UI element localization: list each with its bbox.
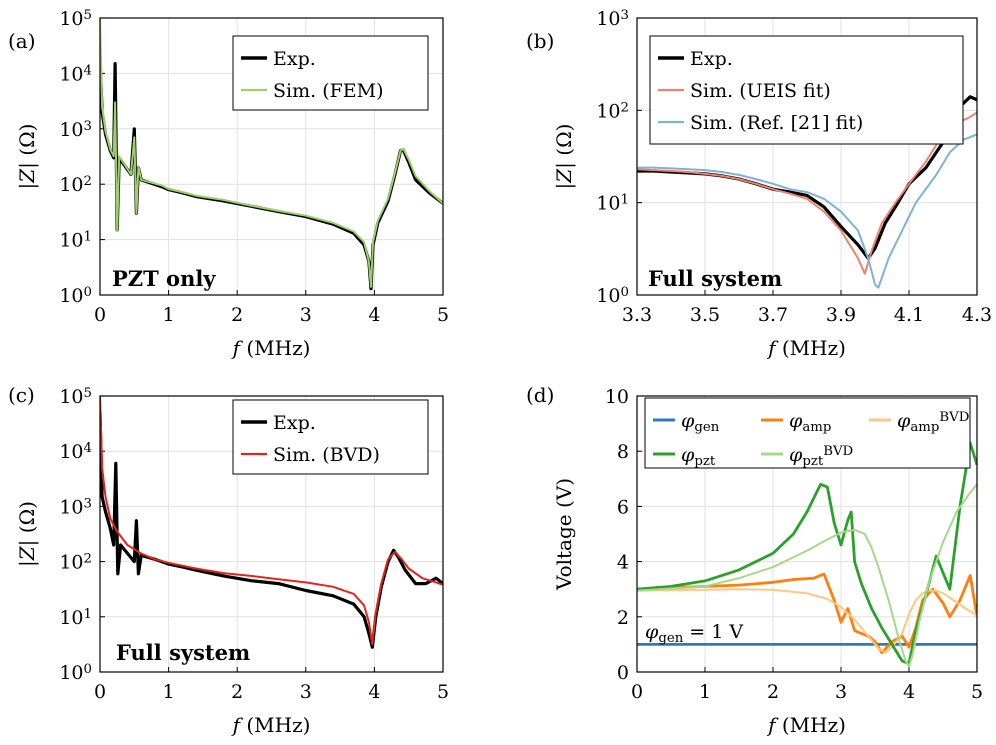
- x-axis-label: f (MHz): [231, 336, 311, 360]
- y-tick-label: 103: [596, 8, 629, 30]
- panel-label: (d): [526, 383, 554, 407]
- y-axis-label-group: |Z| (Ω): [552, 124, 577, 190]
- legend-label: Sim. (UEIS fit): [690, 80, 831, 102]
- y-axis-label-group: Voltage (V): [552, 478, 576, 591]
- x-tick-label: 2: [231, 681, 243, 703]
- x-tick-label: 3.5: [690, 304, 720, 326]
- x-tick-label: 4: [368, 304, 380, 326]
- y-tick-label: 101: [59, 230, 92, 252]
- panel-b: 3.3 3.5 3.7 3.9 4.1 4.3 100 101 102 103 f (MHz) |Z|…: [526, 8, 992, 360]
- y-tick-label: 102: [596, 100, 629, 122]
- y-axis-label-group: |Z| (Ω): [15, 501, 40, 567]
- y-axis-label-group: |Z| (Ω): [15, 124, 40, 190]
- legend: Exp. Sim. (UEIS fit) Sim. (Ref. [21] fit): [650, 36, 963, 144]
- legend: Exp. Sim. (FEM): [233, 36, 428, 110]
- y-tick-label: 101: [596, 193, 629, 215]
- legend-label: Sim. (BVD): [273, 444, 380, 466]
- y-tick-label: 100: [59, 662, 92, 684]
- x-tick-label: 4.1: [894, 304, 924, 326]
- x-tick-label: 3.7: [758, 304, 788, 326]
- y-tick-label: 4: [617, 552, 629, 574]
- annotation-text: PZT only: [112, 266, 216, 291]
- y-tick-label: 103: [59, 496, 92, 518]
- y-tick-label: 102: [59, 552, 92, 574]
- legend: φgen φamp φampBVD φpzt φpztBVD: [645, 398, 970, 469]
- y-tick-label: 0: [617, 662, 629, 684]
- x-tick-label: 4.3: [962, 304, 992, 326]
- y-tick-label: 6: [617, 496, 629, 518]
- x-tick-label: 5: [437, 681, 449, 703]
- y-axis-label: |Z| (Ω): [15, 124, 40, 190]
- y-axis-label: Voltage (V): [552, 478, 576, 591]
- y-axis-label: |Z| (Ω): [552, 124, 577, 190]
- x-tick-label: 5: [437, 304, 449, 326]
- legend-label: Exp.: [273, 48, 316, 70]
- legend-label: Sim. (FEM): [273, 80, 384, 102]
- x-tick-label: 0: [94, 304, 106, 326]
- panel-c: 0 1 2 3 4 5 100 101 102 103 104 105 f (MHz) |Z| (Ω) (c…: [8, 383, 449, 737]
- x-axis-label: f (MHz): [766, 336, 846, 360]
- y-tick-label: 10: [605, 386, 629, 408]
- y-tick-label: 2: [617, 607, 629, 629]
- y-tick-label: 8: [617, 441, 629, 463]
- x-tick-label: 0: [631, 681, 643, 703]
- annotation-text: Full system: [116, 640, 250, 665]
- y-tick-label: 103: [59, 119, 92, 141]
- legend-label: Exp.: [690, 48, 733, 70]
- x-tick-label: 3: [300, 304, 312, 326]
- x-axis-label: f (MHz): [231, 713, 311, 737]
- panel-a: 0 1 2 3 4 5 100 101 102 103 104 105 f (MHz) |Z| (Ω) (a…: [8, 8, 449, 360]
- x-tick-label: 1: [163, 304, 175, 326]
- legend: Exp. Sim. (BVD): [233, 400, 428, 474]
- y-tick-label: 101: [59, 607, 92, 629]
- x-tick-label: 3: [300, 681, 312, 703]
- y-tick-label: 105: [59, 386, 92, 408]
- x-tick-label: 2: [767, 681, 779, 703]
- x-tick-label: 4: [368, 681, 380, 703]
- legend-label: Exp.: [273, 412, 316, 434]
- y-tick-label: 105: [59, 8, 92, 30]
- x-tick-label: 4: [903, 681, 915, 703]
- legend-label: Sim. (Ref. [21] fit): [690, 112, 863, 134]
- y-tick-label: 102: [59, 174, 92, 196]
- y-axis-label: |Z| (Ω): [15, 501, 40, 567]
- y-tick-label: 104: [59, 63, 92, 85]
- x-axis-label: f (MHz): [766, 713, 846, 737]
- panel-label: (a): [8, 29, 36, 53]
- annotation-text: φgen = 1 V: [645, 621, 743, 646]
- panel-label: (b): [526, 29, 554, 53]
- panel-label: (c): [8, 383, 35, 407]
- x-tick-label: 1: [699, 681, 711, 703]
- annotation-text: Full system: [648, 266, 782, 291]
- x-tick-label: 2: [231, 304, 243, 326]
- series-line: [637, 134, 977, 287]
- x-tick-label: 3.3: [622, 304, 652, 326]
- x-tick-label: 3: [835, 681, 847, 703]
- x-tick-label: 3.9: [826, 304, 856, 326]
- y-tick-label: 104: [59, 441, 92, 463]
- x-tick-label: 5: [971, 681, 983, 703]
- x-tick-label: 0: [94, 681, 106, 703]
- x-tick-label: 1: [163, 681, 175, 703]
- y-tick-label: 100: [59, 285, 92, 307]
- panel-d: 0 1 2 3 4 5 0 2 4 6 8 10 f (MHz) Voltage (V) (d) φgen =…: [526, 383, 983, 737]
